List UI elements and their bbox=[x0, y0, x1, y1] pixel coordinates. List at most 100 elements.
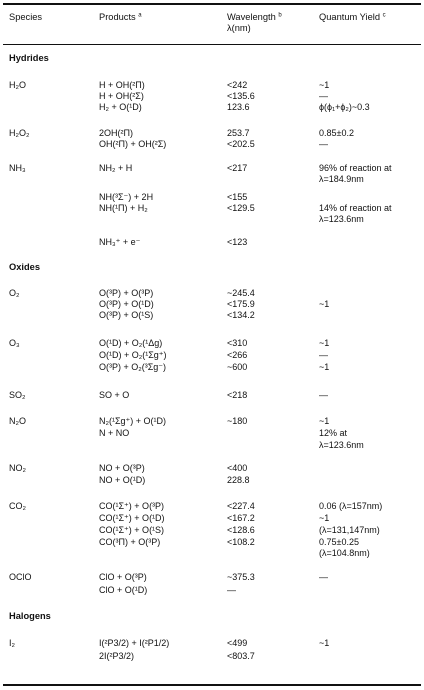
yield-cell: ϕ(ϕ₁+ϕ₂)~0.3 bbox=[319, 102, 370, 112]
products-cell: OH(²Π) + OH(²Σ) bbox=[99, 139, 167, 149]
products-cell: NO + O(¹D) bbox=[99, 475, 146, 485]
wavelength-cell: ~245.4 bbox=[227, 288, 255, 298]
wavelength-cell: <266 bbox=[227, 350, 248, 360]
wavelength-cell: <227.4 bbox=[227, 501, 255, 511]
products-cell: ClO + O(¹D) bbox=[99, 585, 148, 595]
products-cell: H + OH(²Π) bbox=[99, 80, 145, 90]
wavelength-cell: <499 bbox=[227, 638, 248, 648]
products-cell: CO(¹Σ⁺) + O(¹D) bbox=[99, 513, 165, 523]
species-cell: OClO bbox=[9, 572, 32, 582]
wavelength-cell: <202.5 bbox=[227, 139, 255, 149]
products-cell: CO(³Π) + O(³P) bbox=[99, 537, 161, 547]
yield-cell: ~1 bbox=[319, 638, 330, 648]
yield-cell-line2: λ=123.6nm bbox=[319, 440, 364, 450]
yield-cell: 14% of reaction at bbox=[319, 203, 392, 213]
wavelength-cell: ~600 bbox=[227, 362, 248, 372]
yield-cell: 0.06 (λ=157nm) bbox=[319, 501, 383, 511]
wavelength-cell: <128.6 bbox=[227, 525, 255, 535]
wavelength-cell: <123 bbox=[227, 237, 248, 247]
yield-cell: — bbox=[319, 91, 328, 101]
species-cell: CO₂ bbox=[9, 501, 26, 511]
wavelength-cell: <400 bbox=[227, 463, 248, 473]
yield-cell: ~1 bbox=[319, 416, 330, 426]
wavelength-cell: 123.6 bbox=[227, 102, 250, 112]
products-cell: ClO + O(³P) bbox=[99, 572, 147, 582]
yield-cell: (λ=131,147nm) bbox=[319, 525, 380, 535]
header-wavelength: Wavelength b bbox=[227, 12, 282, 22]
section-hydrides: Hydrides bbox=[9, 53, 49, 63]
wavelength-cell: <155 bbox=[227, 192, 248, 202]
products-cell: H₂ + O(¹D) bbox=[99, 102, 142, 112]
species-cell: O₃ bbox=[9, 338, 20, 348]
wavelength-cell: <175.9 bbox=[227, 299, 255, 309]
header-wavelength-unit: λ(nm) bbox=[227, 23, 251, 33]
wavelength-cell: 228.8 bbox=[227, 475, 250, 485]
wavelength-cell: <134.2 bbox=[227, 310, 255, 320]
products-cell: 2OH(²Π) bbox=[99, 128, 133, 138]
products-cell: O(³P) + O(³P) bbox=[99, 288, 154, 298]
yield-cell: ~1 bbox=[319, 80, 330, 90]
yield-cell-line2: λ=184.9nm bbox=[319, 174, 364, 184]
yield-cell: 0.75±0.25 bbox=[319, 537, 359, 547]
products-cell: O(³P) + O(¹S) bbox=[99, 310, 154, 320]
header-species: Species bbox=[9, 12, 43, 22]
header-yield-footnote-mark: c bbox=[382, 12, 386, 19]
species-cell: SO₂ bbox=[9, 390, 26, 400]
products-cell: NH₃⁺ + e⁻ bbox=[99, 237, 141, 247]
yield-cell: — bbox=[319, 350, 328, 360]
products-cell: N + NO bbox=[99, 428, 130, 438]
products-cell: CO(¹Σ⁺) + O(¹S) bbox=[99, 525, 165, 535]
wavelength-cell: — bbox=[227, 585, 236, 595]
products-cell: O(³P) + O₂(³Σg⁻) bbox=[99, 362, 167, 372]
wavelength-cell: <108.2 bbox=[227, 537, 255, 547]
section-halogens: Halogens bbox=[9, 611, 51, 621]
yield-cell: ~1 bbox=[319, 338, 330, 348]
products-cell: NH(¹Π) + H₂ bbox=[99, 203, 148, 213]
bottom-rule bbox=[3, 684, 421, 686]
wavelength-cell: <217 bbox=[227, 163, 248, 173]
species-cell: O₂ bbox=[9, 288, 20, 298]
products-cell: I(²P3/2) + I(²P1/2) bbox=[99, 638, 170, 648]
yield-cell: ~1 bbox=[319, 299, 330, 309]
wavelength-cell: <135.6 bbox=[227, 91, 255, 101]
products-cell: O(¹D) + O₂(¹Σg⁺) bbox=[99, 350, 167, 360]
wavelength-cell: ~375.3 bbox=[227, 572, 255, 582]
header-products: Products a bbox=[99, 12, 142, 22]
species-cell: H₂O bbox=[9, 80, 26, 90]
species-cell: NH₃ bbox=[9, 163, 26, 173]
wavelength-cell: ~180 bbox=[227, 416, 248, 426]
top-rule bbox=[3, 3, 421, 5]
wavelength-cell: 253.7 bbox=[227, 128, 250, 138]
yield-cell: — bbox=[319, 390, 328, 400]
header-quantum-yield: Quantum Yield c bbox=[319, 12, 386, 22]
wavelength-cell: <167.2 bbox=[227, 513, 255, 523]
wavelength-cell: <218 bbox=[227, 390, 248, 400]
yield-cell: 0.85±0.2 bbox=[319, 128, 354, 138]
wavelength-cell: <242 bbox=[227, 80, 248, 90]
header-products-footnote-mark: a bbox=[138, 12, 142, 19]
products-cell: H + OH(²Σ) bbox=[99, 91, 144, 101]
yield-cell-line2: (λ=104.8nm) bbox=[319, 548, 370, 558]
products-cell: SO + O bbox=[99, 390, 130, 400]
species-cell: NO₂ bbox=[9, 463, 26, 473]
products-cell: N₂(¹Σg⁺) + O(¹D) bbox=[99, 416, 167, 426]
section-oxides: Oxides bbox=[9, 262, 41, 272]
products-cell: CO(¹Σ⁺) + O(³P) bbox=[99, 501, 165, 511]
products-cell: NO + O(³P) bbox=[99, 463, 145, 473]
yield-cell: 96% of reaction at bbox=[319, 163, 392, 173]
wavelength-cell: <803.7 bbox=[227, 651, 255, 661]
yield-cell-line2: λ=123.6nm bbox=[319, 214, 364, 224]
products-cell: O(³P) + O(¹D) bbox=[99, 299, 154, 309]
wavelength-cell: <310 bbox=[227, 338, 248, 348]
yield-cell: — bbox=[319, 572, 328, 582]
header-rule bbox=[3, 44, 421, 45]
products-cell: O(¹D) + O₂(¹Δg) bbox=[99, 338, 163, 348]
products-cell: NH₂ + H bbox=[99, 163, 133, 173]
products-cell: 2I(²P3/2) bbox=[99, 651, 135, 661]
species-cell: N₂O bbox=[9, 416, 26, 426]
yield-cell: ~1 bbox=[319, 513, 330, 523]
species-cell: H₂O₂ bbox=[9, 128, 30, 138]
wavelength-cell: <129.5 bbox=[227, 203, 255, 213]
yield-cell: 12% at bbox=[319, 428, 348, 438]
